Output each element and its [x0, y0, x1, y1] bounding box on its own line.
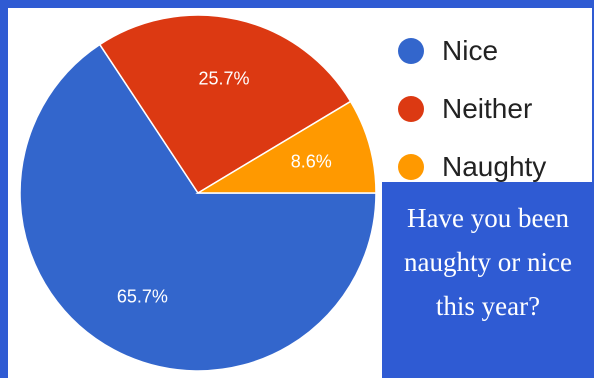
legend-label-nice: Nice [442, 35, 499, 66]
pie-slice-neither[interactable] [98, 14, 352, 195]
question-caption: Have you been naughty or nice this year? [382, 182, 594, 378]
legend-label-neither: Neither [442, 93, 533, 124]
pie-slice-naughty[interactable] [195, 100, 377, 194]
legend-item-nice[interactable]: Nice [398, 32, 546, 90]
legend-item-neither[interactable]: Neither [398, 90, 546, 148]
legend-swatch-nice [398, 38, 424, 64]
slice-label-neither: 25.7% [198, 68, 249, 88]
legend-item-naughty[interactable]: Naughty [398, 148, 546, 206]
legend: Nice Neither Naughty [398, 32, 546, 206]
slice-label-nice: 65.7% [117, 286, 168, 306]
pie-slice-nice[interactable] [19, 43, 377, 372]
pie-chart: 65.7% 25.7% 8.6% [19, 14, 377, 372]
slice-label-naughty: 8.6% [291, 152, 332, 172]
legend-label-naughty: Naughty [442, 151, 547, 182]
legend-swatch-neither [398, 96, 424, 122]
legend-swatch-naughty [398, 154, 424, 180]
